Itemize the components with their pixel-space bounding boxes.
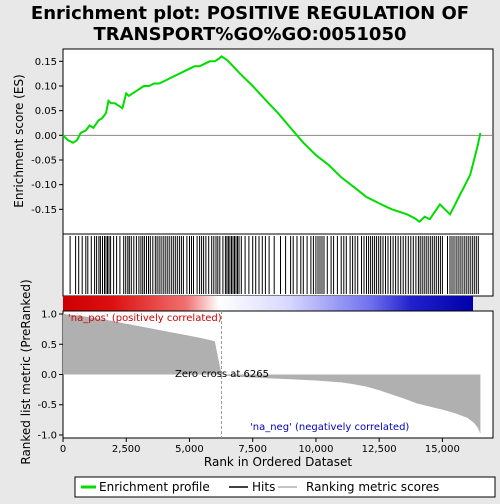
es-y-tick-label: -0.10: [31, 180, 57, 191]
metric-y-tick-label: 1.0: [41, 310, 57, 321]
es-y-tick-label: 0.15: [35, 57, 57, 68]
es-panel-frame: [62, 48, 494, 235]
hits-group: [69, 236, 479, 294]
enrichment-profile-line: [62, 55, 482, 223]
es-y-ticks: 0.15 0.10 0.05 0.00 -0.05 -0.10 -0.15: [31, 57, 63, 216]
x-ticks: 0 2,500 5,000 7,500 10,000 12,500 15,000: [60, 438, 460, 455]
es-y-tick-label: -0.15: [31, 205, 57, 216]
metric-y-tick-label: 0.5: [41, 340, 57, 351]
metric-y-tick-label: 0.0: [41, 370, 57, 381]
hits-panel-frame: [62, 233, 494, 297]
metric-y-ticks: 1.0 0.5 0.0 -0.5 -1.0: [37, 310, 63, 441]
chart-title-line-1: Enrichment plot: POSITIVE REGULATION OF: [31, 3, 469, 24]
ranking-metric-area: [63, 314, 481, 434]
metric-y-axis-label: Ranked list metric (PreRanked): [19, 279, 33, 464]
legend-label-enrichment-profile: Enrichment profile: [99, 480, 210, 494]
es-y-tick-label: 0.00: [35, 131, 57, 142]
legend-label-hits: Hits: [252, 480, 275, 494]
es-y-tick-label: 0.05: [35, 106, 57, 117]
x-axis-label: Rank in Ordered Dataset: [204, 455, 352, 469]
chart-title-line-2: TRANSPORT%GO%GO:0051050: [93, 24, 406, 45]
ranking-colorbar: [63, 296, 473, 311]
es-y-tick-label: 0.10: [35, 82, 57, 93]
es-y-tick-label: -0.05: [31, 156, 57, 167]
x-tick-label: 5,000: [175, 444, 204, 455]
x-tick-label: 2,500: [112, 444, 141, 455]
zero-cross-label: Zero cross at 6265: [175, 369, 269, 380]
metric-y-tick-label: -0.5: [37, 400, 57, 411]
x-tick-label: 15,000: [425, 444, 460, 455]
negative-correlation-label: 'na_neg' (negatively correlated): [250, 422, 409, 433]
legend-label-ranking-metric: Ranking metric scores: [306, 480, 439, 494]
x-tick-label: 12,500: [362, 444, 397, 455]
x-tick-label: 7,500: [238, 444, 267, 455]
metric-y-tick-label: -1.0: [37, 430, 57, 441]
x-tick-label: 0: [60, 444, 66, 455]
positive-correlation-label: 'na_pos' (positively correlated): [68, 313, 222, 324]
x-tick-label: 10,000: [298, 444, 333, 455]
es-y-axis-label: Enrichment score (ES): [12, 74, 26, 207]
